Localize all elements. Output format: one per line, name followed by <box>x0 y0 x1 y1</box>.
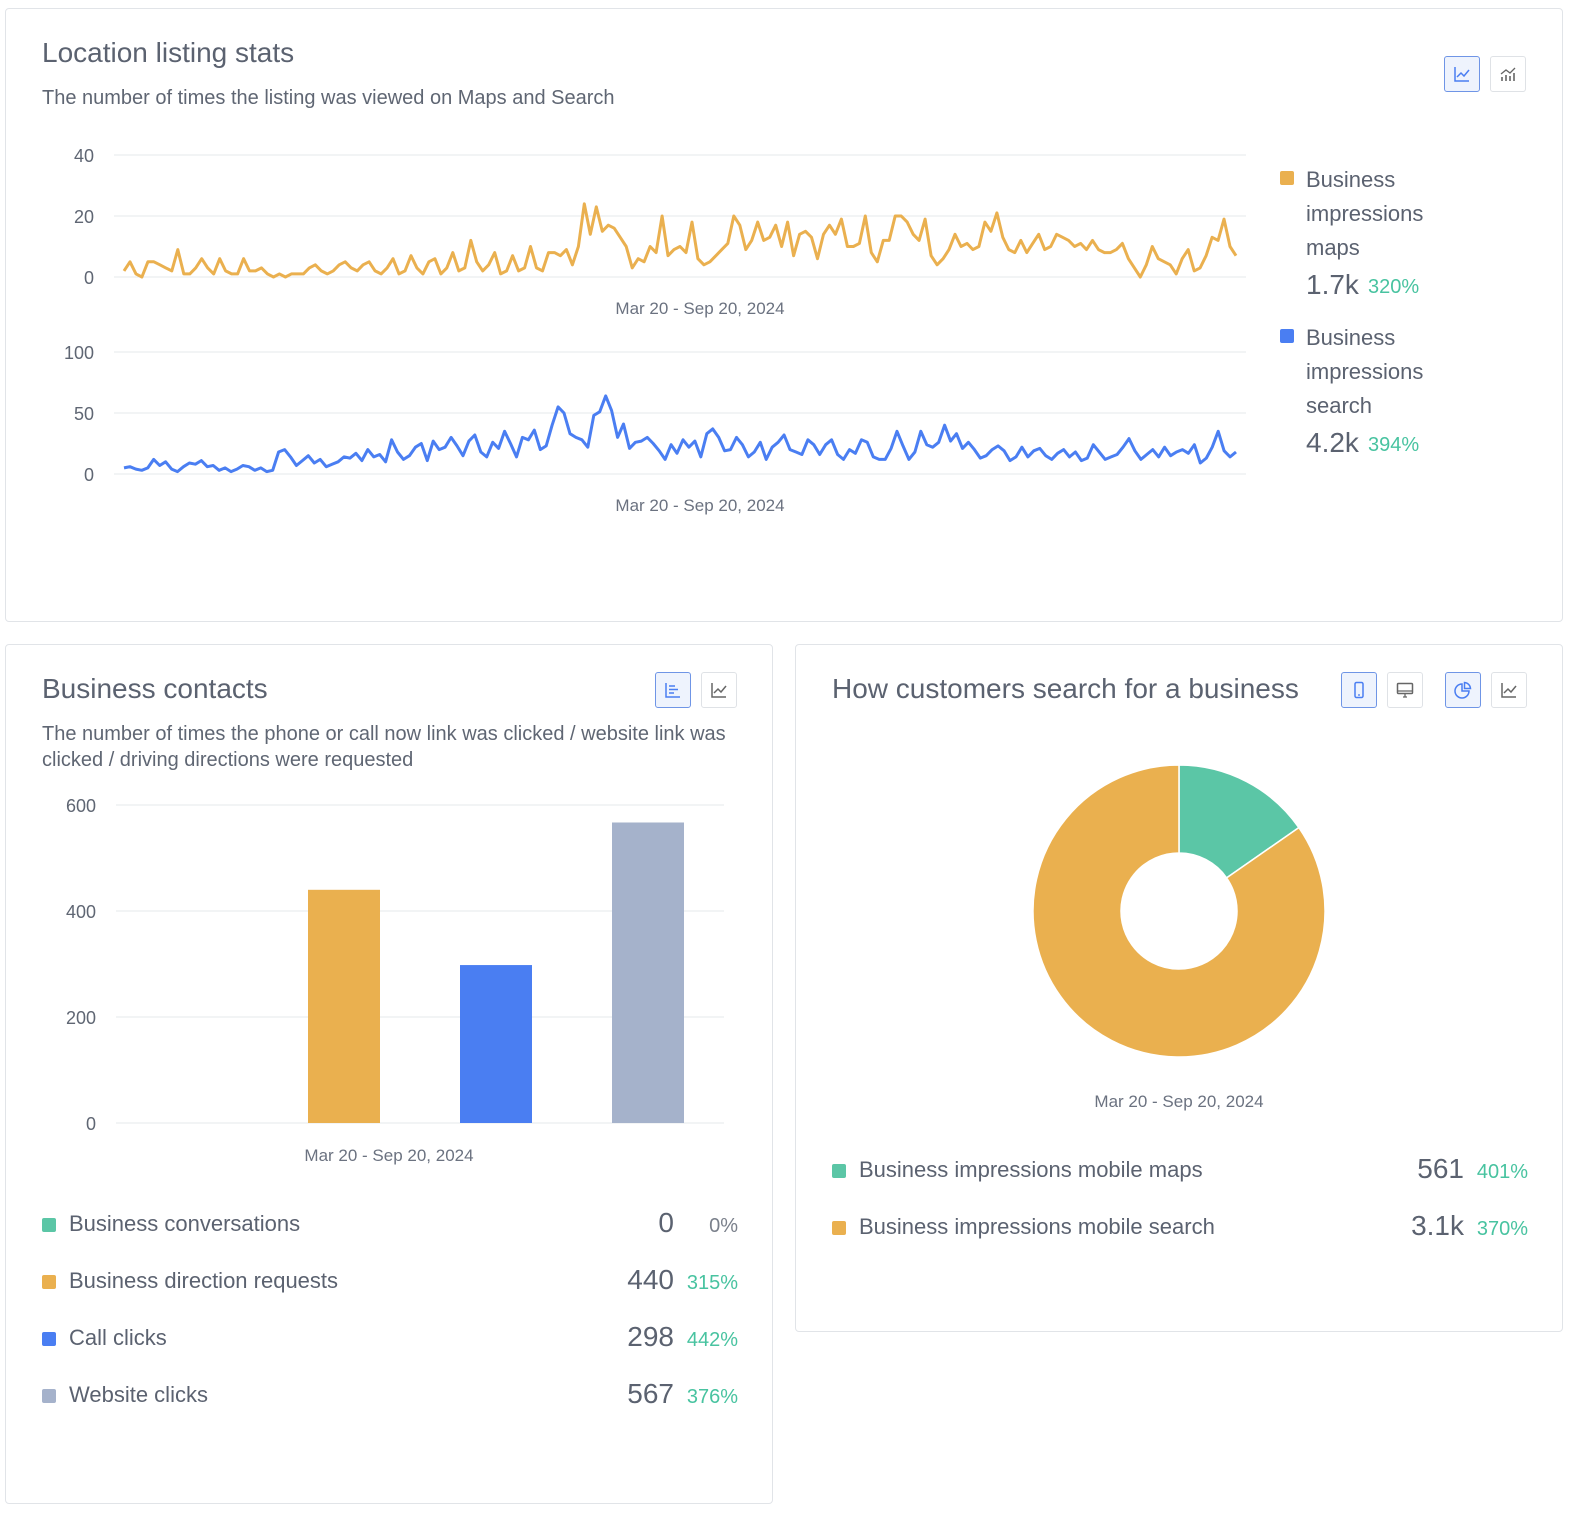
legend-percent: 442% <box>686 1329 738 1351</box>
location-legend: Business impressions maps 1.7k 320% Busi… <box>1280 167 1540 487</box>
series-line <box>122 202 1238 279</box>
legend-item: Business impressions mobile search 3.1k … <box>832 1210 1528 1246</box>
pie-chart-icon <box>1454 681 1472 699</box>
legend-percent: 370% <box>1476 1218 1528 1240</box>
legend-swatch <box>832 1221 846 1235</box>
pie-chart-toggle-button[interactable] <box>1445 672 1481 708</box>
card-subtitle: The number of times the phone or call no… <box>42 723 726 771</box>
y-tick-label: 100 <box>64 343 94 363</box>
bar-line-chart-icon <box>1500 67 1516 81</box>
legend-item: Business direction requests 440 315% <box>42 1264 738 1300</box>
maps-line-chart: 0 20 40 Mar 20 - Sep 20, 2024 0 50 100 Mar 20 … <box>64 146 1246 515</box>
series-line <box>123 394 1237 474</box>
legend-swatch <box>1280 329 1294 343</box>
legend-value: 561 <box>1417 1153 1464 1184</box>
line-chart-icon <box>1501 683 1517 698</box>
mobile-icon <box>1354 681 1364 699</box>
bar-chart-toggle-button[interactable] <box>655 672 691 708</box>
legend-label: Business conversations <box>69 1211 301 1236</box>
y-tick-label: 40 <box>74 146 94 166</box>
legend-swatch <box>42 1218 56 1232</box>
search-donut-chart: Mar 20 - Sep 20, 2024 <box>1032 764 1326 1111</box>
desktop-toggle-button[interactable] <box>1387 672 1423 708</box>
y-tick-label: 0 <box>84 268 94 288</box>
legend-value: 0 <box>658 1207 674 1238</box>
y-tick-label: 20 <box>74 207 94 227</box>
legend-swatch <box>832 1164 846 1178</box>
line-chart-icon <box>1454 67 1470 82</box>
y-tick-label: 0 <box>84 465 94 485</box>
legend-value: 440 <box>627 1264 674 1295</box>
bar <box>460 965 532 1123</box>
card-title: How customers search for a business <box>832 673 1299 704</box>
y-tick-label: 600 <box>66 796 96 816</box>
legend-swatch <box>1280 171 1294 185</box>
y-tick-label: 50 <box>74 404 94 424</box>
y-tick-label: 200 <box>66 1008 96 1028</box>
y-tick-label: 0 <box>86 1114 96 1134</box>
legend-swatch <box>42 1389 56 1403</box>
legend-item-maps: Business impressions maps 1.7k 320% <box>1280 167 1540 317</box>
legend-value: 298 <box>627 1321 674 1352</box>
x-axis-label: Mar 20 - Sep 20, 2024 <box>304 1146 473 1165</box>
legend-item: Business conversations 0 0% <box>42 1207 738 1243</box>
x-axis-label: Mar 20 - Sep 20, 2024 <box>615 496 784 515</box>
line-chart-toggle-button[interactable] <box>701 672 737 708</box>
legend-value: 1.7k <box>1306 269 1359 300</box>
legend-item-search: Business impressions search 4.2k 394% <box>1280 325 1540 475</box>
legend-value: 3.1k <box>1411 1210 1464 1241</box>
customer-search-card: How customers search for a business Mar … <box>795 644 1563 1332</box>
legend-label: Call clicks <box>69 1325 167 1350</box>
legend-percent: 401% <box>1476 1161 1528 1183</box>
y-tick-label: 400 <box>66 902 96 922</box>
bar <box>308 889 380 1123</box>
legend-percent: 376% <box>686 1386 738 1408</box>
legend-label: Website clicks <box>69 1382 208 1407</box>
legend-percent: 315% <box>686 1272 738 1294</box>
legend-label: Business impressions mobile search <box>859 1214 1215 1239</box>
legend-value: 4.2k <box>1306 427 1359 458</box>
pie-slice <box>1178 764 1300 879</box>
line-chart-toggle-button[interactable] <box>1491 672 1527 708</box>
search-legend: Business impressions mobile maps 561 401… <box>832 1153 1528 1273</box>
location-listing-card: Location listing stats The number of tim… <box>5 8 1563 622</box>
legend-item: Business impressions mobile maps 561 401… <box>832 1153 1528 1189</box>
legend-label: Business impressions search <box>1306 325 1424 418</box>
legend-swatch <box>42 1332 56 1346</box>
business-contacts-card: Business contacts The number of times th… <box>5 644 773 1504</box>
legend-swatch <box>42 1275 56 1289</box>
card-subtitle: The number of times the listing was view… <box>42 87 615 109</box>
legend-item: Website clicks 567 376% <box>42 1378 738 1414</box>
x-axis-label: Mar 20 - Sep 20, 2024 <box>1094 1092 1263 1111</box>
legend-item: Call clicks 298 442% <box>42 1321 738 1357</box>
legend-label: Business impressions maps <box>1306 167 1424 260</box>
mobile-toggle-button[interactable] <box>1341 672 1377 708</box>
contacts-legend: Business conversations 0 0% Business dir… <box>42 1207 738 1437</box>
contacts-bar-chart: 0 200 400 600 Mar 20 - Sep 20, 2024 <box>66 796 724 1165</box>
legend-label: Business direction requests <box>69 1268 339 1293</box>
desktop-icon <box>1396 682 1414 698</box>
legend-percent: 394% <box>1368 434 1420 456</box>
legend-label: Business impressions mobile maps <box>859 1157 1203 1182</box>
card-title: Business contacts <box>42 673 268 704</box>
bar-chart-icon <box>665 683 680 698</box>
bar-line-chart-toggle-button[interactable] <box>1490 56 1526 92</box>
bar <box>612 822 684 1123</box>
pie-slice <box>1032 764 1326 1058</box>
card-title: Location listing stats <box>42 37 295 68</box>
legend-percent: 0% <box>709 1215 738 1237</box>
legend-percent: 320% <box>1368 276 1420 298</box>
x-axis-label: Mar 20 - Sep 20, 2024 <box>615 299 784 318</box>
line-chart-toggle-button[interactable] <box>1444 56 1480 92</box>
line-chart-icon <box>711 683 727 698</box>
legend-value: 567 <box>627 1378 674 1409</box>
